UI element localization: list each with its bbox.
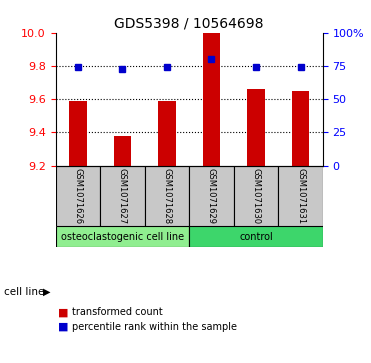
Bar — [278, 166, 323, 226]
Text: GSM1071626: GSM1071626 — [73, 168, 82, 224]
Bar — [56, 226, 189, 247]
Text: ▶: ▶ — [43, 287, 50, 297]
Bar — [292, 91, 309, 166]
Bar — [234, 166, 278, 226]
Bar — [189, 166, 234, 226]
Bar — [203, 33, 220, 166]
Text: GSM1071631: GSM1071631 — [296, 168, 305, 224]
Bar — [114, 136, 131, 166]
Bar — [69, 101, 87, 166]
Text: GSM1071630: GSM1071630 — [252, 168, 260, 224]
Text: GSM1071629: GSM1071629 — [207, 168, 216, 224]
Text: osteoclastogenic cell line: osteoclastogenic cell line — [61, 232, 184, 241]
Text: cell line: cell line — [4, 287, 44, 297]
Text: GSM1071628: GSM1071628 — [162, 168, 171, 224]
Bar — [189, 226, 323, 247]
Bar — [100, 166, 145, 226]
Bar — [158, 101, 176, 166]
Text: ■: ■ — [58, 322, 68, 332]
Text: transformed count: transformed count — [72, 307, 163, 317]
Text: GSM1071627: GSM1071627 — [118, 168, 127, 224]
Text: control: control — [239, 232, 273, 241]
Title: GDS5398 / 10564698: GDS5398 / 10564698 — [115, 16, 264, 30]
Text: ■: ■ — [58, 307, 68, 317]
Bar — [56, 166, 100, 226]
Text: percentile rank within the sample: percentile rank within the sample — [72, 322, 237, 332]
Bar — [247, 89, 265, 166]
Bar — [145, 166, 189, 226]
